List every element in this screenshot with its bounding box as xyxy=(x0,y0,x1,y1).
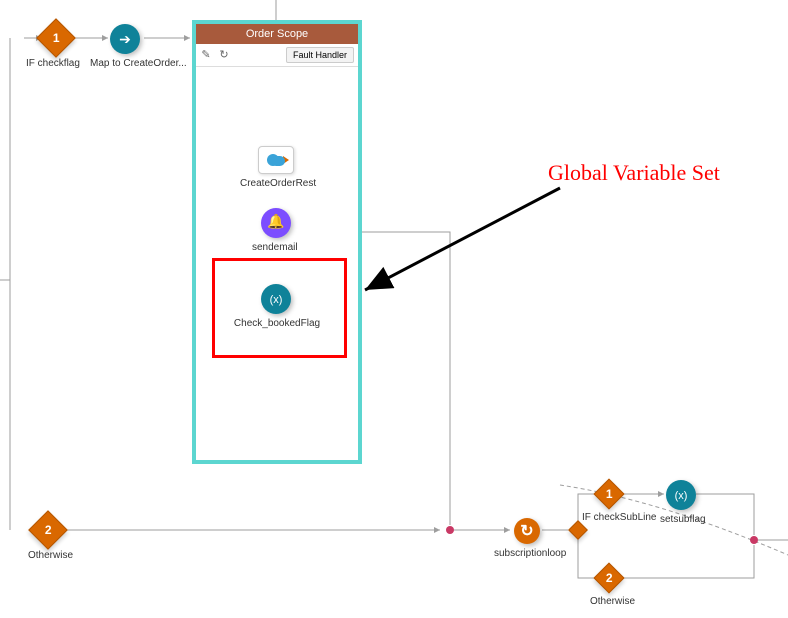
merge-point-2 xyxy=(750,536,758,544)
splitter-diamond[interactable] xyxy=(568,520,588,540)
merge-point-1 xyxy=(446,526,454,534)
map-node-label: Map to CreateOrder... xyxy=(90,58,187,69)
decision-branch-1[interactable]: 1 xyxy=(36,18,76,58)
scope-toolbar: ✎ ↻ Fault Handler xyxy=(196,44,358,67)
loop-icon xyxy=(520,521,533,541)
rest-invoke-label: CreateOrderRest xyxy=(240,178,315,189)
scope-title: Order Scope xyxy=(196,24,358,44)
decision-branch-1-label: IF checkflag xyxy=(26,58,80,69)
fault-handler-button[interactable]: Fault Handler xyxy=(286,47,354,63)
decision-branch-2-num: 2 xyxy=(45,523,52,537)
bell-icon xyxy=(268,215,284,231)
sendemail-node[interactable] xyxy=(261,208,291,238)
decision-branch-4[interactable]: 2 xyxy=(593,562,624,593)
setsubflag-node[interactable] xyxy=(666,480,696,510)
decision-branch-3-label: IF checkSubLine xyxy=(582,512,657,523)
highlight-box xyxy=(212,258,347,358)
setsubflag-label: setsubflag xyxy=(660,514,706,525)
map-icon xyxy=(119,31,131,48)
subscriptionloop-node[interactable] xyxy=(514,518,540,544)
edit-icon[interactable]: ✎ xyxy=(200,49,212,61)
cloud-icon xyxy=(265,153,287,167)
refresh-icon[interactable]: ↻ xyxy=(218,49,230,61)
sendemail-label: sendemail xyxy=(252,242,298,253)
rest-invoke-node[interactable] xyxy=(258,146,294,174)
variable-icon-2 xyxy=(675,488,688,502)
decision-branch-1-num: 1 xyxy=(53,31,60,45)
decision-branch-4-label: Otherwise xyxy=(590,596,635,607)
decision-branch-3-num: 1 xyxy=(606,487,613,501)
decision-branch-2[interactable]: 2 xyxy=(28,510,68,550)
annotation-text: Global Variable Set xyxy=(548,160,720,186)
subscriptionloop-label: subscriptionloop xyxy=(494,548,566,559)
decision-branch-2-label: Otherwise xyxy=(28,550,73,561)
decision-branch-3[interactable]: 1 xyxy=(593,478,624,509)
connectors xyxy=(0,0,788,618)
decision-branch-4-num: 2 xyxy=(606,571,613,585)
flow-canvas: 1 IF checkflag Map to CreateOrder... Ord… xyxy=(0,0,788,618)
map-node[interactable] xyxy=(110,24,140,54)
